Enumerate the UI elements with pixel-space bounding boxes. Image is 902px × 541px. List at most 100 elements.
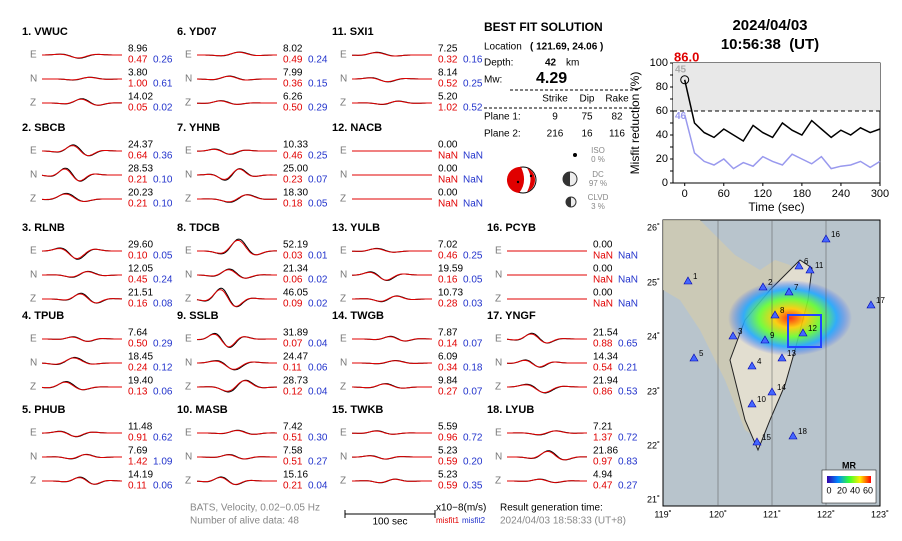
misfit2: 0.36 xyxy=(153,151,173,162)
amplitude: 14.02 xyxy=(128,92,153,103)
station-number: 1 xyxy=(693,272,698,281)
misfit2: 0.07 xyxy=(463,339,483,350)
amplitude: 7.02 xyxy=(438,240,458,251)
misfit2: 0.61 xyxy=(153,79,173,90)
station-label: 11. SXI1 xyxy=(332,26,374,38)
component: E xyxy=(30,334,37,345)
observed-waveform xyxy=(41,380,122,391)
misfit1: 0.86 xyxy=(593,387,613,398)
station-label: 3. RLNB xyxy=(22,222,65,234)
observed-waveform xyxy=(197,268,277,279)
misfit1: 0.96 xyxy=(438,433,458,444)
misfit2: 0.65 xyxy=(618,339,638,350)
amplitude: 18.30 xyxy=(283,188,308,199)
misfit1: 0.88 xyxy=(593,339,613,350)
component: E xyxy=(495,428,502,439)
amplitude: 31.89 xyxy=(283,328,308,339)
misfit1: 1.42 xyxy=(128,457,148,468)
misfit2: 0.08 xyxy=(153,299,173,310)
misfit1: NaN xyxy=(438,199,458,210)
station-label: 13. YULB xyxy=(332,222,380,234)
amplitude: 10.33 xyxy=(283,140,308,151)
result-label: Result generation time: xyxy=(500,503,603,514)
annotation: 46 xyxy=(675,111,687,122)
component: Z xyxy=(340,476,346,487)
amplitude: 14.19 xyxy=(128,470,153,481)
table-header: Rake xyxy=(605,94,629,105)
table-cell: 82 xyxy=(611,112,623,123)
misfit1: 0.11 xyxy=(283,363,302,374)
station-label: 10. MASB xyxy=(177,404,228,416)
station-label: 17. YNGF xyxy=(487,310,536,322)
station-marker xyxy=(805,265,815,274)
synthetic-waveform xyxy=(197,454,277,460)
misfit1: 0.06 xyxy=(283,275,303,286)
synthetic-waveform xyxy=(352,100,432,105)
component-value: 3 % xyxy=(591,202,605,211)
misfit1: 0.51 xyxy=(283,457,303,468)
misfit1: 0.11 xyxy=(128,481,147,492)
station-number: 18 xyxy=(798,427,807,436)
misfit2: 0.52 xyxy=(463,103,483,114)
amplitude: 7.58 xyxy=(283,446,303,457)
amplitude: 21.54 xyxy=(593,328,618,339)
component: N xyxy=(340,358,347,369)
series-line xyxy=(683,79,881,143)
misfit1: 0.91 xyxy=(128,433,148,444)
station-number: 3 xyxy=(738,327,743,336)
mw-label: Mw: xyxy=(484,75,502,86)
amplitude: 4.94 xyxy=(593,470,613,481)
amplitude: 21.51 xyxy=(128,288,153,299)
observed-waveform xyxy=(197,379,277,393)
misfit1: 0.16 xyxy=(438,275,458,286)
observed-waveform xyxy=(41,192,122,203)
misfit2: NaN xyxy=(463,151,483,162)
station-number: 6 xyxy=(804,257,809,266)
amplitude: 8.96 xyxy=(128,44,148,55)
map xyxy=(662,219,881,507)
amplitude: 11.48 xyxy=(128,422,153,433)
misfit2: 0.05 xyxy=(153,251,173,262)
amplitude: 7.25 xyxy=(438,44,458,55)
colorbar-tick: 40 xyxy=(850,485,860,495)
amplitude: 25.00 xyxy=(283,164,308,175)
synthetic-waveform xyxy=(507,451,587,461)
mw: 4.29 xyxy=(536,70,567,87)
station-number: 11 xyxy=(815,261,824,270)
synthetic-waveform xyxy=(42,98,122,106)
synthetic-waveform xyxy=(42,477,122,485)
misfit2: 0.03 xyxy=(463,299,483,310)
station-marker xyxy=(728,331,738,340)
time: 10:56:38 (UT) xyxy=(721,36,819,53)
synthetic-waveform xyxy=(507,478,587,484)
misfit2: 0.07 xyxy=(463,387,483,398)
component: N xyxy=(30,358,37,369)
component: N xyxy=(30,170,37,181)
date: 2024/04/03 xyxy=(732,17,807,34)
amplitude: 5.59 xyxy=(438,422,458,433)
observed-waveform xyxy=(506,332,587,344)
synthetic-waveform xyxy=(42,145,122,157)
misfit1: 0.47 xyxy=(593,481,613,492)
amplitude: 6.09 xyxy=(438,352,458,363)
start-marker xyxy=(680,75,690,85)
amplitude: 14.34 xyxy=(593,352,618,363)
lon-tick-label: 121˚ xyxy=(763,509,781,519)
colorbar-tick: 0 xyxy=(826,485,831,495)
series-line xyxy=(683,114,881,170)
station-number: 5 xyxy=(699,349,704,358)
component: E xyxy=(30,428,37,439)
colorbar-tick: 60 xyxy=(863,485,873,495)
synthetic-waveform xyxy=(196,289,277,307)
y-tick-label: 60 xyxy=(656,105,668,117)
station-marker xyxy=(683,276,693,285)
synthetic-waveform xyxy=(197,100,277,105)
component: N xyxy=(495,358,502,369)
amplitude: 18.45 xyxy=(128,352,153,363)
misfit2: NaN xyxy=(618,251,638,262)
misfit1: 0.46 xyxy=(438,251,458,262)
misfit2: NaN xyxy=(618,299,638,310)
station-number: 12 xyxy=(808,324,817,333)
misfit1: 0.27 xyxy=(438,387,458,398)
station-marker xyxy=(767,387,777,396)
